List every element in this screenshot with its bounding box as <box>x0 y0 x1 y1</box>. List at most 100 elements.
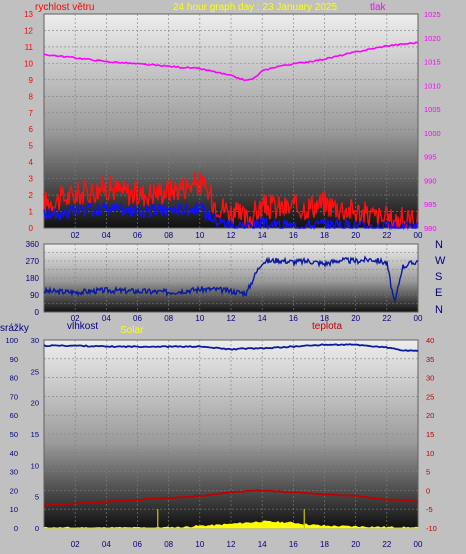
temperature-axis-tick: 10 <box>426 449 434 458</box>
x-tick-label: 18 <box>320 231 329 240</box>
x-tick-label: 02 <box>71 314 80 323</box>
rain-axis-tick: 20 <box>31 399 39 408</box>
rain-label: srážky <box>0 323 29 334</box>
x-tick-label: 06 <box>133 314 142 323</box>
wind-axis-tick: 1 <box>29 208 34 217</box>
pressure-axis-tick: 995 <box>424 153 437 162</box>
x-tick-label: 04 <box>102 231 111 240</box>
wind-axis-tick: 12 <box>24 26 33 35</box>
pressure-axis-tick: 1005 <box>424 105 441 114</box>
direction-axis-tick: 270 <box>26 257 40 266</box>
humidity-axis-tick: 90 <box>10 355 18 364</box>
x-tick-label: 12 <box>227 314 236 323</box>
pressure-label: tlak <box>370 2 387 13</box>
x-tick-label: 06 <box>133 540 142 549</box>
x-tick-label: 16 <box>289 231 298 240</box>
pressure-axis-tick: 1015 <box>424 58 441 67</box>
wind-axis-tick: 9 <box>29 76 34 85</box>
rain-axis-tick: 5 <box>35 493 39 502</box>
x-tick-label: 14 <box>258 231 267 240</box>
wind-direction-line <box>43 255 419 304</box>
wind-axis-tick: 13 <box>24 10 33 19</box>
wind-axis-tick: 10 <box>24 59 33 68</box>
pressure-axis-tick: 1000 <box>424 129 441 138</box>
direction-axis-tick: 180 <box>26 274 40 283</box>
temperature-axis-tick: 20 <box>426 411 434 420</box>
wind-gust-line <box>43 171 419 231</box>
direction-axis-tick: 90 <box>30 291 39 300</box>
wind-axis-tick: 0 <box>29 224 34 233</box>
x-tick-label: 20 <box>351 231 360 240</box>
temperature-axis-tick: -10 <box>426 524 437 533</box>
compass-s: S <box>435 271 442 283</box>
x-tick-label: 20 <box>351 540 360 549</box>
pressure-axis-tick: 990 <box>424 176 437 185</box>
x-tick-label: 04 <box>102 540 111 549</box>
solar-area <box>43 520 419 529</box>
compass-n-bottom: N <box>435 304 443 316</box>
rain-axis-tick: 10 <box>31 461 39 470</box>
temperature-axis-tick: 30 <box>426 374 434 383</box>
compass-e: E <box>435 287 442 299</box>
x-tick-label: 10 <box>195 231 204 240</box>
x-tick-label: 04 <box>102 314 111 323</box>
pressure-line <box>44 41 419 82</box>
pressure-axis-tick: 980 <box>424 224 437 233</box>
pressure-axis-tick: 1020 <box>424 34 441 43</box>
wind-axis-tick: 5 <box>29 142 34 151</box>
x-tick-label: 08 <box>164 231 173 240</box>
humidity-axis-tick: 30 <box>10 468 18 477</box>
x-tick-label: 00 <box>414 231 423 240</box>
x-tick-label: 18 <box>320 540 329 549</box>
x-tick-label: 22 <box>382 314 391 323</box>
humidity-label: vlhkost <box>67 321 98 332</box>
temperature-axis-tick: 0 <box>426 486 430 495</box>
wind-axis-tick: 8 <box>29 92 34 101</box>
wind-axis-tick: 4 <box>29 158 34 167</box>
temperature-label: teplota <box>312 321 342 332</box>
x-tick-label: 16 <box>289 540 298 549</box>
humidity-axis-tick: 80 <box>10 374 18 383</box>
temperature-axis-tick: 40 <box>426 336 434 345</box>
compass-w: W <box>435 255 446 267</box>
wind-speed-label: rychlost větru <box>35 2 94 13</box>
x-tick-label: 00 <box>414 314 423 323</box>
humidity-line <box>43 343 419 353</box>
x-tick-label: 08 <box>164 540 173 549</box>
pressure-axis-tick: 1010 <box>424 81 441 90</box>
x-tick-label: 14 <box>258 540 267 549</box>
humidity-axis-tick: 50 <box>10 430 18 439</box>
pressure-axis-tick: 985 <box>424 200 437 209</box>
temperature-axis-tick: 5 <box>426 468 430 477</box>
wind-axis-tick: 2 <box>29 191 34 200</box>
rain-axis-tick: 30 <box>31 336 39 345</box>
temperature-axis-tick: 35 <box>426 355 434 364</box>
x-tick-label: 18 <box>320 314 329 323</box>
humidity-axis-tick: 40 <box>10 449 18 458</box>
temperature-axis-tick: 15 <box>426 430 434 439</box>
humidity-axis-tick: 0 <box>14 524 18 533</box>
pressure-axis-tick: 1025 <box>424 10 441 19</box>
humidity-axis-tick: 10 <box>10 505 18 514</box>
rain-axis-tick: 15 <box>31 430 39 439</box>
humidity-axis-tick: 20 <box>10 486 18 495</box>
x-tick-label: 20 <box>351 314 360 323</box>
temperature-axis-tick: -5 <box>426 505 433 514</box>
x-tick-label: 12 <box>227 231 236 240</box>
chart-title: 24 hour graph day : 23 January 2025 <box>173 2 337 13</box>
x-tick-label: 16 <box>289 314 298 323</box>
direction-axis-tick: 360 <box>26 240 40 249</box>
temperature-line <box>43 489 419 507</box>
x-tick-label: 22 <box>382 231 391 240</box>
x-tick-label: 10 <box>195 540 204 549</box>
compass-n-top: N <box>435 239 443 251</box>
temperature-axis-tick: 25 <box>426 392 434 401</box>
x-tick-label: 10 <box>195 314 204 323</box>
direction-axis-tick: 0 <box>35 308 40 317</box>
wind-average-line <box>43 201 419 231</box>
wind-axis-tick: 7 <box>29 109 34 118</box>
wind-axis-tick: 3 <box>29 175 34 184</box>
x-tick-label: 12 <box>227 540 236 549</box>
